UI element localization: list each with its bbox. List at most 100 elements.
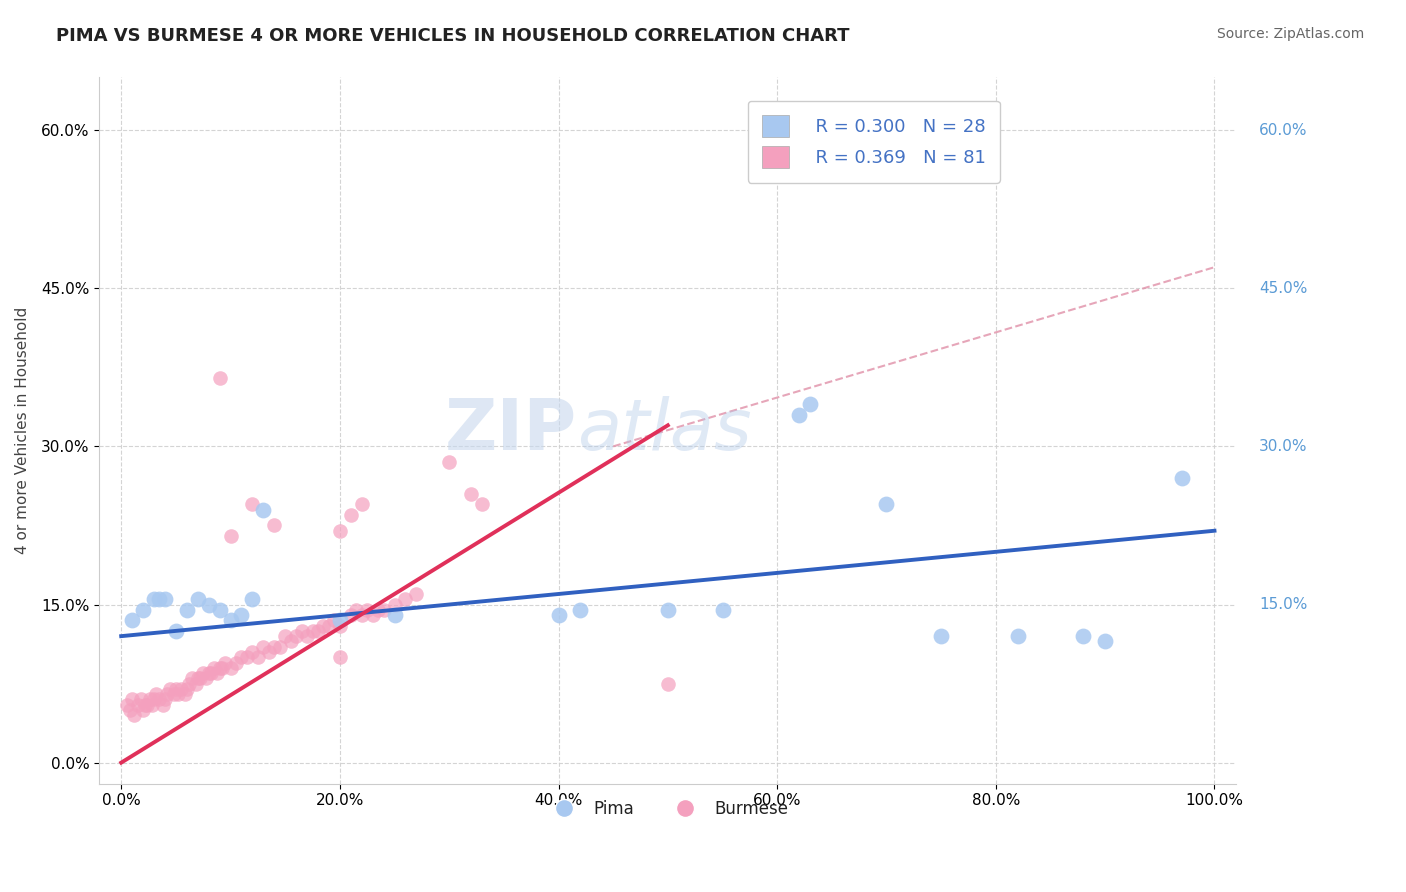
Point (323, 613, 346, 627)
Point (208, 603, 231, 617)
Point (1071, 629, 1094, 643)
Point (132, 703, 155, 717)
Point (350, 497, 373, 511)
Point (367, 603, 389, 617)
Point (242, 592, 264, 607)
Text: 60.0%: 60.0% (1260, 122, 1308, 137)
Legend: Pima, Burmese: Pima, Burmese (540, 794, 796, 825)
Point (280, 634, 302, 648)
Point (929, 629, 952, 643)
Point (246, 650, 269, 665)
Point (195, 671, 218, 685)
Point (187, 592, 209, 607)
Point (329, 650, 352, 665)
Point (361, 608, 384, 623)
Point (184, 676, 207, 690)
Point (159, 681, 181, 696)
Point (799, 397, 821, 411)
Point (202, 661, 225, 675)
Point (143, 592, 166, 607)
Point (167, 687, 190, 701)
Point (208, 661, 231, 675)
Point (127, 698, 149, 712)
Point (156, 687, 179, 701)
Y-axis label: 4 or more Vehicles in Household: 4 or more Vehicles in Household (15, 307, 30, 554)
Point (176, 681, 198, 696)
Text: 30.0%: 30.0% (1260, 439, 1308, 454)
Point (263, 640, 285, 654)
Point (329, 524, 352, 538)
Point (193, 666, 215, 681)
Point (225, 656, 247, 670)
Point (163, 687, 186, 701)
Point (405, 587, 427, 601)
Point (177, 676, 200, 690)
Point (312, 618, 335, 632)
Point (124, 708, 146, 723)
Point (136, 698, 159, 712)
Point (295, 629, 318, 643)
Point (197, 598, 219, 612)
Point (1094, 634, 1116, 648)
Point (211, 661, 233, 675)
Point (242, 645, 264, 659)
Point (165, 681, 187, 696)
Point (165, 624, 187, 638)
Text: 15.0%: 15.0% (1260, 597, 1308, 612)
Point (657, 676, 679, 690)
Point (152, 698, 174, 712)
Point (153, 592, 176, 607)
Point (318, 618, 340, 632)
Point (657, 603, 679, 617)
Point (291, 624, 314, 638)
Point (148, 592, 170, 607)
Point (236, 650, 259, 665)
Point (121, 692, 143, 706)
Point (143, 692, 166, 706)
Point (115, 698, 138, 712)
Point (231, 650, 253, 665)
Text: ZIP: ZIP (444, 396, 576, 465)
Point (384, 608, 406, 623)
Point (263, 518, 285, 533)
Point (460, 487, 482, 501)
Point (547, 608, 569, 623)
Point (274, 629, 297, 643)
Point (569, 603, 592, 617)
Point (394, 592, 416, 607)
Point (285, 629, 308, 643)
Point (437, 455, 460, 469)
Point (231, 608, 253, 623)
Text: atlas: atlas (576, 396, 751, 465)
Point (208, 371, 231, 385)
Point (1007, 629, 1029, 643)
Point (471, 497, 494, 511)
Text: Source: ZipAtlas.com: Source: ZipAtlas.com (1216, 27, 1364, 41)
Point (344, 603, 367, 617)
Text: 45.0%: 45.0% (1260, 281, 1308, 296)
Point (145, 687, 167, 701)
Point (787, 408, 810, 422)
Point (252, 502, 274, 516)
Point (207, 666, 229, 681)
Point (384, 598, 406, 612)
Point (214, 656, 236, 670)
Point (356, 603, 378, 617)
Point (132, 603, 155, 617)
Point (339, 608, 361, 623)
Point (242, 497, 264, 511)
Point (129, 692, 152, 706)
Point (134, 698, 156, 712)
Point (141, 698, 163, 712)
Point (257, 645, 280, 659)
Point (197, 666, 219, 681)
Point (170, 681, 193, 696)
Point (138, 692, 160, 706)
Point (181, 671, 204, 685)
Point (876, 497, 898, 511)
Point (350, 608, 373, 623)
Point (200, 666, 222, 681)
Point (219, 661, 242, 675)
Point (329, 613, 352, 627)
Point (219, 529, 242, 543)
